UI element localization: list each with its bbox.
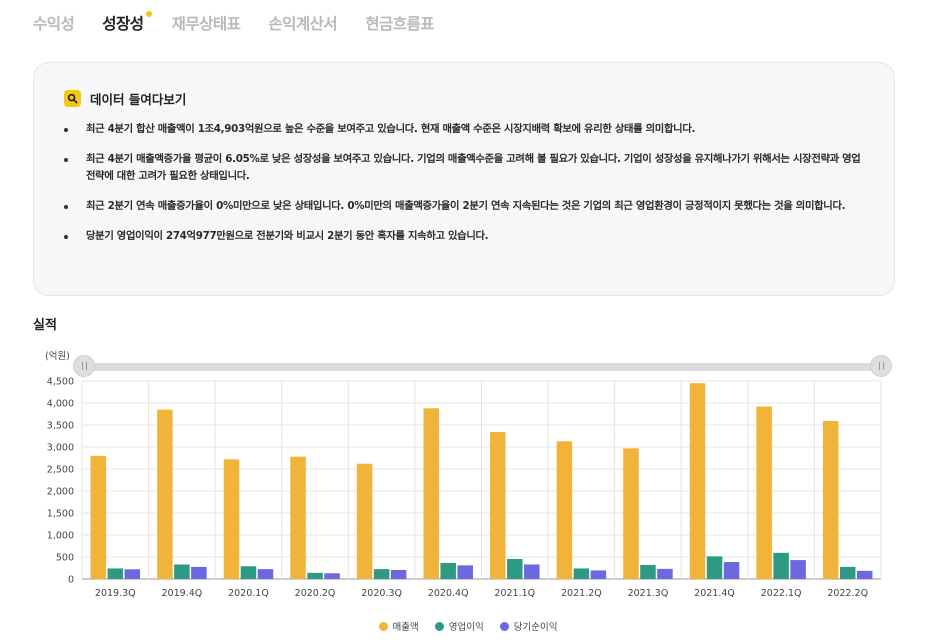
y-tick-label: 4,500 [47,377,74,388]
bar-revenue[interactable] [223,459,240,579]
legend-item-revenue[interactable]: 매출액 [378,619,419,633]
bar-revenue[interactable] [623,448,639,579]
bar-net-income[interactable] [790,560,806,579]
bar-revenue[interactable] [90,455,107,579]
insight-title: 데이터 들여다보기 [90,92,187,107]
bar-revenue[interactable] [356,463,373,579]
tab-bar: 수익성 성장성 재무상태표 손익계산서 현금흐름표 [33,11,434,34]
legend-item-operating-profit[interactable]: 영업이익 [434,619,484,633]
tab-growth[interactable]: 성장성 [102,11,152,34]
tab-income-statement[interactable]: 손익계산서 [268,15,338,33]
grip-icon [81,362,87,370]
y-tick-label: 3,000 [47,443,74,454]
x-tick-label: 2021.2Q [561,588,602,599]
search-icon [64,90,81,107]
bar-revenue[interactable] [157,409,173,579]
tab-profitability[interactable]: 수익성 [33,15,75,33]
x-tick-label: 2020.2Q [295,588,336,599]
bar-operating-profit[interactable] [640,564,656,579]
bar-net-income[interactable] [257,569,274,579]
tab-balance-sheet[interactable]: 재무상태표 [171,15,241,33]
legend-swatch-revenue [378,621,388,631]
legend-item-net-income[interactable]: 당기순이익 [499,619,558,633]
chart-legend: 매출액 영업이익 당기순이익 [0,619,936,633]
bar-revenue[interactable] [423,408,439,579]
y-tick-label: 4,000 [47,399,74,410]
bar-operating-profit[interactable] [706,556,723,579]
bar-revenue[interactable] [822,421,839,579]
bar-net-income[interactable] [191,566,207,579]
bar-net-income[interactable] [657,568,673,579]
x-tick-label: 2019.4Q [162,588,203,599]
bar-revenue[interactable] [490,432,506,579]
insight-item: 최근 4분기 매출액증가율 평균이 6.05%로 낮은 성장성을 보여주고 있습… [64,151,864,185]
bar-revenue[interactable] [556,441,573,579]
bar-net-income[interactable] [457,565,473,579]
x-tick-label: 2020.4Q [428,588,469,599]
section-title: 실적 [33,318,57,333]
bar-net-income[interactable] [124,569,141,579]
bar-revenue[interactable] [756,406,772,579]
bar-operating-profit[interactable] [307,572,323,579]
bar-operating-profit[interactable] [107,568,124,579]
y-tick-label: 0 [68,575,74,586]
bar-operating-profit[interactable] [507,558,523,579]
bar-revenue[interactable] [689,383,706,579]
legend-swatch-operating-profit [434,621,444,631]
legend-label: 당기순이익 [513,622,558,633]
bar-operating-profit[interactable] [373,569,390,579]
bar-operating-profit[interactable] [240,566,257,579]
bar-net-income[interactable] [590,570,607,579]
insight-list: 최근 4분기 합산 매출액이 1조4,903억원으로 높은 수준을 보여주고 있… [64,121,864,258]
bar-net-income[interactable] [390,569,407,579]
x-tick-label: 2020.3Q [361,588,402,599]
bar-operating-profit[interactable] [174,564,190,579]
legend-label: 영업이익 [448,622,484,633]
x-tick-label: 2022.1Q [761,588,802,599]
bar-operating-profit[interactable] [773,552,789,579]
y-tick-label: 1,000 [47,531,74,542]
y-tick-label: 2,500 [47,465,74,476]
x-tick-label: 2021.1Q [494,588,535,599]
y-tick-label: 1,500 [47,509,74,520]
active-dot-icon [145,11,152,17]
insight-item: 최근 4분기 합산 매출액이 1조4,903억원으로 높은 수준을 보여주고 있… [64,121,864,138]
insight-box: 데이터 들여다보기 최근 4분기 합산 매출액이 1조4,903억원으로 높은 … [33,62,895,296]
y-axis-unit: (억원) [45,351,70,362]
bar-net-income[interactable] [856,570,873,579]
y-tick-label: 2,000 [47,487,74,498]
bar-revenue[interactable] [290,456,306,579]
tab-cash-flow[interactable]: 현금흐름표 [365,15,434,33]
legend-swatch-net-income [499,621,509,631]
x-tick-label: 2019.3Q [95,588,136,599]
range-slider-track[interactable] [84,363,881,371]
insight-header: 데이터 들여다보기 [64,89,186,108]
bar-operating-profit[interactable] [573,568,590,579]
bar-net-income[interactable] [723,562,740,579]
range-slider-right-handle[interactable] [870,355,892,377]
x-tick-label: 2021.4Q [694,588,735,599]
x-tick-label: 2021.3Q [628,588,669,599]
range-slider-left-handle[interactable] [73,355,95,377]
legend-label: 매출액 [392,622,419,633]
x-tick-label: 2020.1Q [228,588,269,599]
x-tick-label: 2022.2Q [827,588,868,599]
y-tick-label: 500 [56,553,74,564]
y-tick-label: 3,500 [47,421,74,432]
bar-operating-profit[interactable] [440,562,456,579]
bar-operating-profit[interactable] [839,566,856,579]
bar-net-income[interactable] [524,564,540,579]
grip-icon [878,362,884,370]
insight-item: 당분기 영업이익이 274억977만원으로 전분기와 비교시 2분기 동안 흑자… [64,228,864,245]
bar-net-income[interactable] [324,573,340,579]
insight-item: 최근 2분기 연속 매출증가율이 0%미만으로 낮은 상태입니다. 0%미만의 … [64,198,864,215]
